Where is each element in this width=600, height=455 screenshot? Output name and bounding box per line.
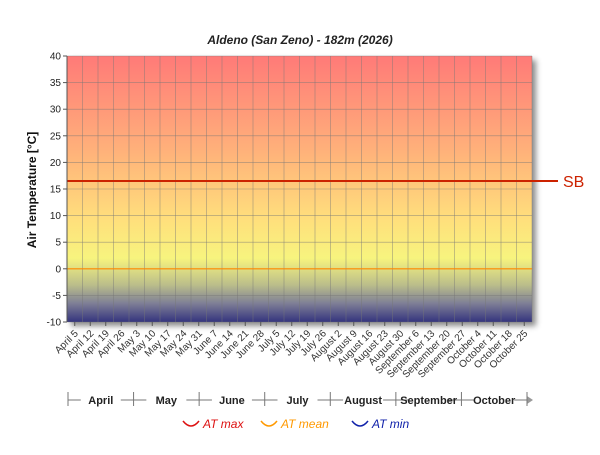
- chart-title: Aldeno (San Zeno) - 182m (2026): [206, 33, 392, 47]
- legend-label: AT max: [202, 417, 244, 431]
- legend-swatch: [260, 420, 278, 427]
- y-tick-label: 35: [50, 78, 62, 89]
- y-tick-label: 25: [50, 131, 62, 142]
- y-axis-label: Air Temperature [°C]: [25, 132, 39, 249]
- month-label: May: [156, 395, 178, 407]
- y-tick-label: 20: [50, 158, 62, 169]
- y-tick-label: 0: [55, 264, 61, 275]
- y-tick-label: 30: [50, 105, 62, 116]
- legend-label: AT min: [371, 417, 409, 431]
- month-label-bg: [211, 391, 252, 409]
- y-tick-label: 10: [50, 211, 62, 222]
- legend-swatch: [351, 420, 369, 427]
- reference-line-label: SB: [563, 174, 584, 191]
- reference-lines: SB: [67, 174, 584, 270]
- grid: [66, 55, 533, 323]
- month-label: April: [88, 395, 113, 407]
- month-label-bg: [277, 391, 318, 409]
- month-axis: April May June July August September October: [67, 391, 533, 409]
- month-axis-arrow: [527, 396, 533, 404]
- month-label-bg: [474, 391, 515, 409]
- month-label-bg: [408, 391, 449, 409]
- y-tick-label: 15: [50, 185, 62, 196]
- month-label: August: [344, 395, 382, 407]
- legend-label: AT mean: [280, 417, 329, 431]
- y-tick-label: 5: [55, 238, 61, 249]
- month-label: September: [400, 395, 458, 407]
- y-tick-label: 40: [50, 52, 62, 63]
- month-label: October: [473, 395, 516, 407]
- y-tick-label: -10: [47, 318, 62, 329]
- month-label-bg: [146, 391, 187, 409]
- y-axis: -10 -5 0 5 10 15 20 25 30 35 40: [47, 52, 68, 329]
- month-label-bg: [343, 391, 384, 409]
- month-label-bg: [80, 391, 121, 409]
- legend-swatch: [182, 420, 200, 427]
- y-tick-label: -5: [52, 291, 61, 302]
- month-label: June: [219, 395, 245, 407]
- month-label: July: [286, 395, 309, 407]
- legend: AT max AT mean AT min: [182, 417, 409, 431]
